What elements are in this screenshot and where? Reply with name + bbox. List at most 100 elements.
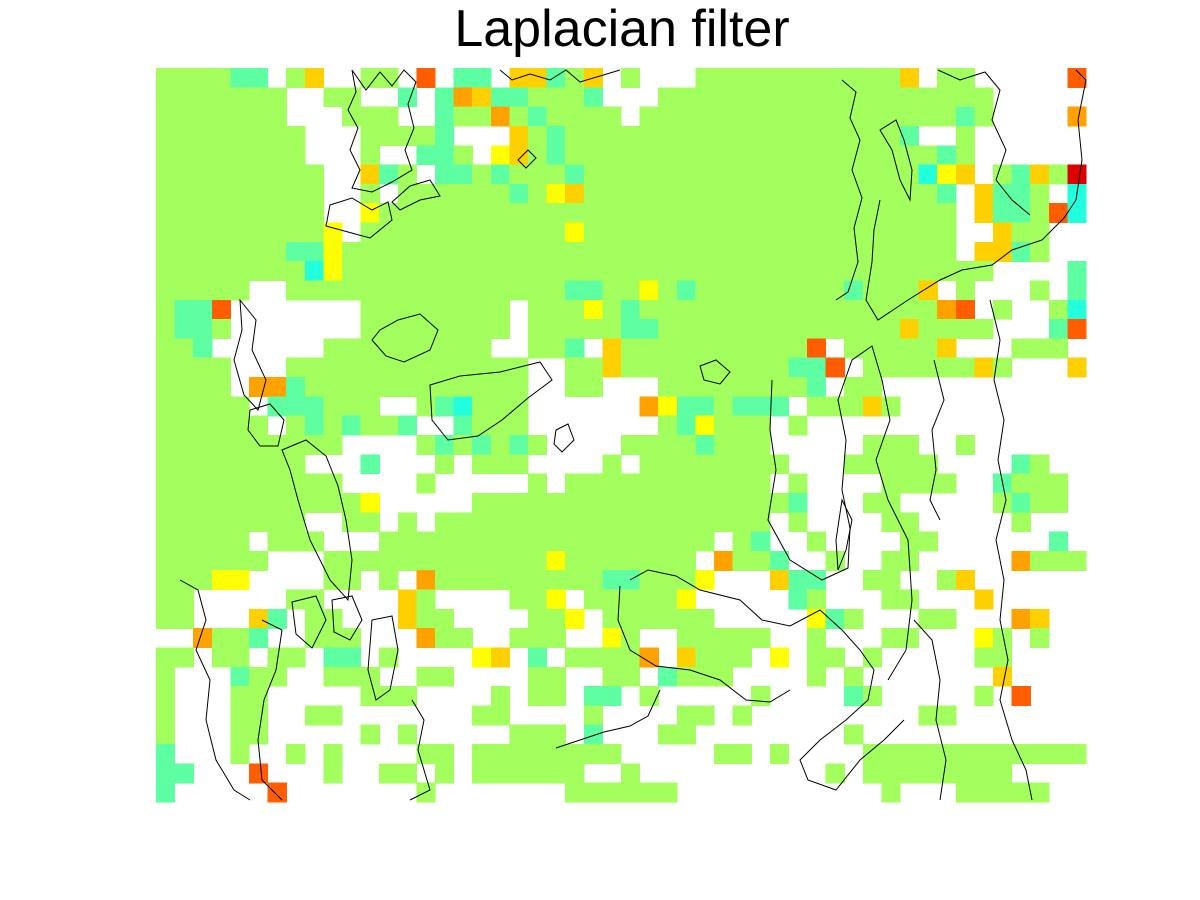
heatmap-cell xyxy=(714,666,734,687)
heatmap-cell xyxy=(323,280,343,301)
heatmap-cell xyxy=(546,241,566,262)
heatmap-cell xyxy=(881,396,901,417)
heatmap-cell xyxy=(453,299,473,320)
chart-title: Laplacian filter xyxy=(454,0,790,58)
heatmap-cell xyxy=(397,241,417,262)
heatmap-cell xyxy=(825,145,845,166)
heatmap-cell xyxy=(695,492,715,513)
heatmap-cell xyxy=(174,68,194,88)
heatmap-cell xyxy=(918,164,938,185)
heatmap-cell xyxy=(714,222,734,243)
heatmap-cell xyxy=(658,280,678,301)
heatmap-cell xyxy=(621,531,641,552)
heatmap-cell xyxy=(156,280,176,301)
heatmap-cell xyxy=(379,241,399,262)
heatmap-cell xyxy=(230,164,250,185)
heatmap-cell xyxy=(304,261,324,282)
heatmap-cell xyxy=(528,68,548,88)
heatmap-cell xyxy=(602,686,622,707)
heatmap-cell xyxy=(621,608,641,629)
heatmap-cell xyxy=(825,280,845,301)
heatmap-cell xyxy=(583,512,603,533)
heatmap-cell xyxy=(1048,203,1068,224)
heatmap-cell xyxy=(1030,492,1050,513)
heatmap-cell xyxy=(881,164,901,185)
heatmap-cell xyxy=(918,106,938,127)
heatmap-cell xyxy=(211,512,231,533)
heatmap-cell xyxy=(546,608,566,629)
heatmap-cell xyxy=(1030,241,1050,262)
heatmap-cell xyxy=(732,241,752,262)
heatmap-cell xyxy=(769,280,789,301)
heatmap-cell xyxy=(193,280,213,301)
heatmap-cell xyxy=(993,299,1013,320)
heatmap-cell xyxy=(658,724,678,745)
heatmap-cell xyxy=(1030,550,1050,571)
heatmap-cell xyxy=(472,454,492,475)
heatmap-cell xyxy=(156,435,176,455)
heatmap-cell xyxy=(193,396,213,417)
heatmap-cell xyxy=(323,415,343,436)
heatmap-cell xyxy=(769,164,789,185)
heatmap-cell xyxy=(881,125,901,146)
heatmap-cell xyxy=(769,647,789,668)
heatmap-cell xyxy=(993,241,1013,262)
heatmap-cell xyxy=(751,338,771,359)
heatmap-cell xyxy=(249,164,269,185)
heatmap-cell xyxy=(174,550,194,571)
heatmap-cell xyxy=(472,106,492,127)
heatmap-cell xyxy=(769,125,789,146)
heatmap-cell xyxy=(528,608,548,629)
heatmap-cell xyxy=(788,203,808,224)
heatmap-cell xyxy=(416,222,436,243)
heatmap-cell xyxy=(937,145,957,166)
heatmap-cell xyxy=(676,666,696,687)
heatmap-cell xyxy=(602,164,622,185)
heatmap-cell xyxy=(732,106,752,127)
heatmap-cell xyxy=(993,164,1013,185)
heatmap-cell xyxy=(658,183,678,204)
heatmap-cell xyxy=(267,261,287,282)
heatmap-cell xyxy=(230,183,250,204)
heatmap-cell xyxy=(509,241,529,262)
heatmap-cell xyxy=(509,377,529,397)
heatmap-cell xyxy=(323,550,343,571)
heatmap-cell xyxy=(249,203,269,224)
heatmap-cell xyxy=(695,145,715,166)
heatmap-cell xyxy=(918,357,938,378)
heatmap-cell xyxy=(1048,550,1068,571)
heatmap-cell xyxy=(788,183,808,204)
heatmap-cell xyxy=(490,763,510,784)
heatmap-cell xyxy=(937,222,957,243)
heatmap-cell xyxy=(528,261,548,282)
heatmap-cell xyxy=(193,319,213,340)
heatmap-cell xyxy=(490,396,510,417)
heatmap-cell xyxy=(193,87,213,108)
heatmap-cell xyxy=(583,647,603,668)
heatmap-cell xyxy=(769,492,789,513)
heatmap-cell xyxy=(435,763,455,784)
heatmap-cell xyxy=(528,125,548,146)
heatmap-cell xyxy=(546,280,566,301)
heatmap-cell xyxy=(323,338,343,359)
heatmap-cell xyxy=(379,338,399,359)
coastline-contour xyxy=(835,79,863,301)
heatmap-cell xyxy=(546,145,566,166)
heatmap-cell xyxy=(509,570,529,591)
heatmap-cell xyxy=(286,280,306,301)
heatmap-cell xyxy=(230,261,250,282)
heatmap-cell xyxy=(416,183,436,204)
heatmap-cell xyxy=(230,473,250,494)
heatmap-cell xyxy=(156,512,176,533)
heatmap-cell xyxy=(304,203,324,224)
heatmap-cell xyxy=(918,454,938,475)
heatmap-cell xyxy=(732,628,752,649)
heatmap-cell xyxy=(937,763,957,784)
heatmap-cell xyxy=(156,705,176,726)
heatmap-cell xyxy=(397,338,417,359)
heatmap-cell xyxy=(472,338,492,359)
heatmap-cell xyxy=(565,261,585,282)
heatmap-cell xyxy=(1048,744,1068,764)
heatmap-cell xyxy=(676,164,696,185)
heatmap-cell xyxy=(955,164,975,185)
